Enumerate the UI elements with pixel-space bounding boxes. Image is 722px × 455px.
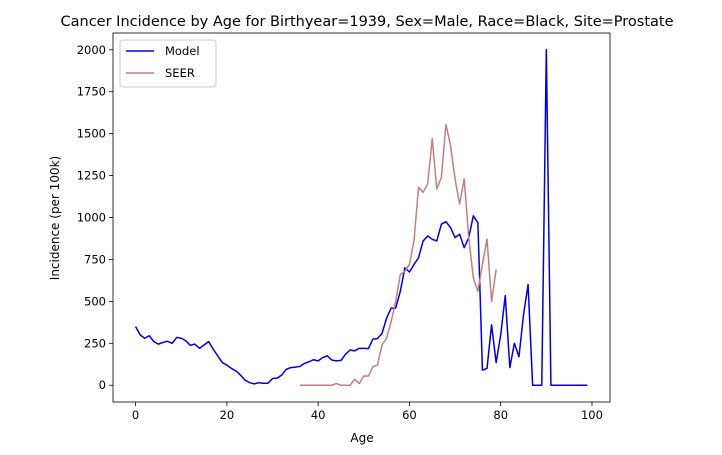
x-tick-label: 60 [402, 408, 417, 422]
y-axis-label: Incidence (per 100k) [48, 156, 62, 280]
y-tick-label: 0 [99, 378, 106, 392]
legend: Model SEER [119, 39, 217, 88]
x-tick-label: 40 [311, 408, 326, 422]
x-axis-label: Age [350, 431, 373, 445]
x-tick-label: 0 [132, 408, 139, 422]
x-tick-label: 100 [581, 408, 603, 422]
axes-frame [112, 32, 611, 403]
y-tick-label: 1500 [77, 127, 106, 141]
legend-label-seer: SEER [165, 66, 195, 80]
y-tick-label: 500 [84, 294, 106, 308]
y-tick-label: 2000 [77, 43, 106, 57]
series-line-model [134, 49, 588, 386]
series-line-seer [299, 123, 497, 386]
legend-label-model: Model [165, 44, 200, 58]
x-tick-label: 20 [220, 408, 235, 422]
y-tick-label: 1250 [77, 169, 106, 183]
y-tick-label: 750 [84, 252, 106, 266]
y-tick-label: 1750 [77, 85, 106, 99]
y-tick-label: 1000 [77, 211, 106, 225]
plot-area: 0 20 40 60 80 1000250500750100012501500175020… [77, 32, 611, 422]
x-tick-label: 80 [493, 408, 508, 422]
y-tick-label: 250 [84, 336, 106, 350]
chart-title: Cancer Incidence by Age for Birthyear=19… [61, 14, 674, 30]
